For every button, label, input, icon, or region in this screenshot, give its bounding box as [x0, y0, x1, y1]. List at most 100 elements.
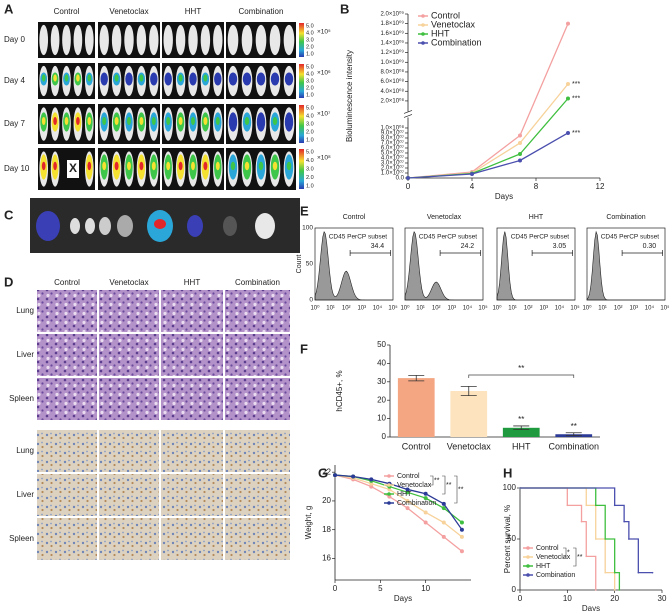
y-tick-label: 1.0×10⁰⁷ [381, 170, 404, 177]
gate-label: CD45 PerCP subset [419, 234, 478, 241]
legend-label: Venetoclax [397, 482, 432, 489]
legend-marker [387, 492, 391, 496]
x-tick-label: 4 [470, 182, 475, 191]
annotation: ** [518, 415, 524, 424]
step-point [585, 504, 588, 507]
x-tick-label: 10⁰ [492, 305, 502, 312]
signal-core [178, 117, 183, 125]
bracket [573, 547, 577, 567]
signal [228, 72, 238, 86]
y-tick-label: 7.0×10⁰⁷ [381, 140, 404, 147]
y-tick-label: 100 [302, 225, 313, 232]
row-label: Spleen [9, 534, 34, 543]
scale-tick: 1.0 [306, 183, 314, 189]
signal-core [87, 74, 92, 82]
x-tick-label: 0 [406, 182, 411, 191]
histology-image [161, 334, 223, 376]
row-label: Lung [16, 446, 34, 455]
y-axis-label: hCD45+, % [335, 370, 344, 411]
organ [36, 211, 60, 241]
signal [214, 72, 222, 86]
gate-value: 3.05 [553, 243, 567, 250]
axis-break-mark [403, 110, 413, 118]
legend-label: HHT [397, 491, 412, 498]
step-point [628, 538, 630, 540]
mouse [50, 24, 60, 56]
y-tick-label: 9.0×10⁰⁷ [381, 130, 404, 137]
mouse [269, 24, 281, 56]
histology-image [37, 290, 97, 332]
signal [150, 72, 158, 86]
step-point [519, 487, 521, 489]
scale-tick: 4.0 [306, 158, 314, 164]
x-tick-label: 10⁰ [582, 305, 592, 312]
error-bar [460, 386, 477, 396]
x-tick-label: 10¹ [326, 306, 335, 312]
mouse [62, 24, 71, 56]
organ [223, 216, 237, 236]
series-line [407, 98, 569, 179]
x-tick-label: 10² [524, 306, 533, 312]
y-tick-label: 0 [512, 585, 517, 594]
legend-label: Combination [536, 572, 575, 579]
mouse [283, 24, 295, 56]
y-tick-label: 40 [377, 359, 386, 368]
row-label: Spleen [9, 394, 34, 403]
scale-unit: ×10⁸ [317, 155, 331, 162]
point [406, 176, 410, 180]
scale-tick: 2.0 [306, 85, 314, 91]
legend-marker [421, 23, 425, 27]
legend-marker [421, 41, 425, 45]
signal-core [114, 74, 119, 82]
mouse [136, 24, 147, 56]
step-point [585, 555, 588, 558]
scale-tick: 5.0 [306, 23, 314, 29]
point [423, 520, 428, 525]
series-line [407, 83, 569, 179]
signal-core [215, 117, 220, 125]
x-tick-label: 10⁵ [570, 305, 580, 312]
step-point [613, 589, 616, 591]
mouse [255, 24, 267, 56]
step-point [618, 589, 621, 591]
bar [450, 391, 488, 437]
signal-core [53, 117, 57, 125]
y-tick-label: 1.8×10⁰⁹ [381, 20, 405, 27]
annotation: *** [572, 81, 580, 88]
signal-core [244, 161, 250, 171]
x-tick-label: 10⁵ [660, 305, 669, 312]
survival-curve [520, 487, 653, 574]
y-tick-label: 5.0×10⁰⁷ [381, 150, 404, 157]
organ [70, 218, 80, 234]
series-line [334, 474, 463, 552]
step-point [623, 520, 625, 523]
organ [85, 218, 95, 234]
signal-core [151, 161, 156, 171]
column-header: Combination [239, 7, 284, 16]
scale-tick: 3.0 [306, 37, 314, 43]
scale-tick: 4.0 [306, 71, 314, 77]
signal-core [127, 117, 131, 125]
step-point [594, 538, 597, 540]
point [387, 487, 392, 492]
row-label: Liver [17, 350, 35, 359]
histology-image [225, 518, 290, 560]
signal-core [191, 117, 195, 125]
point [351, 474, 356, 479]
point [470, 171, 474, 176]
signal-core [41, 74, 46, 82]
signal-core [178, 161, 183, 171]
scale-tick: 2.0 [306, 175, 314, 181]
panel-label: C [4, 207, 14, 222]
histogram-title: Combination [606, 214, 645, 221]
x-tick-label: HHT [512, 441, 531, 451]
signal-core [139, 161, 144, 171]
histology-image [161, 290, 223, 332]
step-point [604, 571, 606, 574]
legend-label: HHT [536, 563, 551, 570]
legend-marker [421, 32, 425, 36]
signal [270, 72, 280, 86]
x-tick-label: 8 [534, 182, 539, 191]
gate [531, 250, 574, 256]
scale-tick: 3.0 [306, 78, 314, 84]
